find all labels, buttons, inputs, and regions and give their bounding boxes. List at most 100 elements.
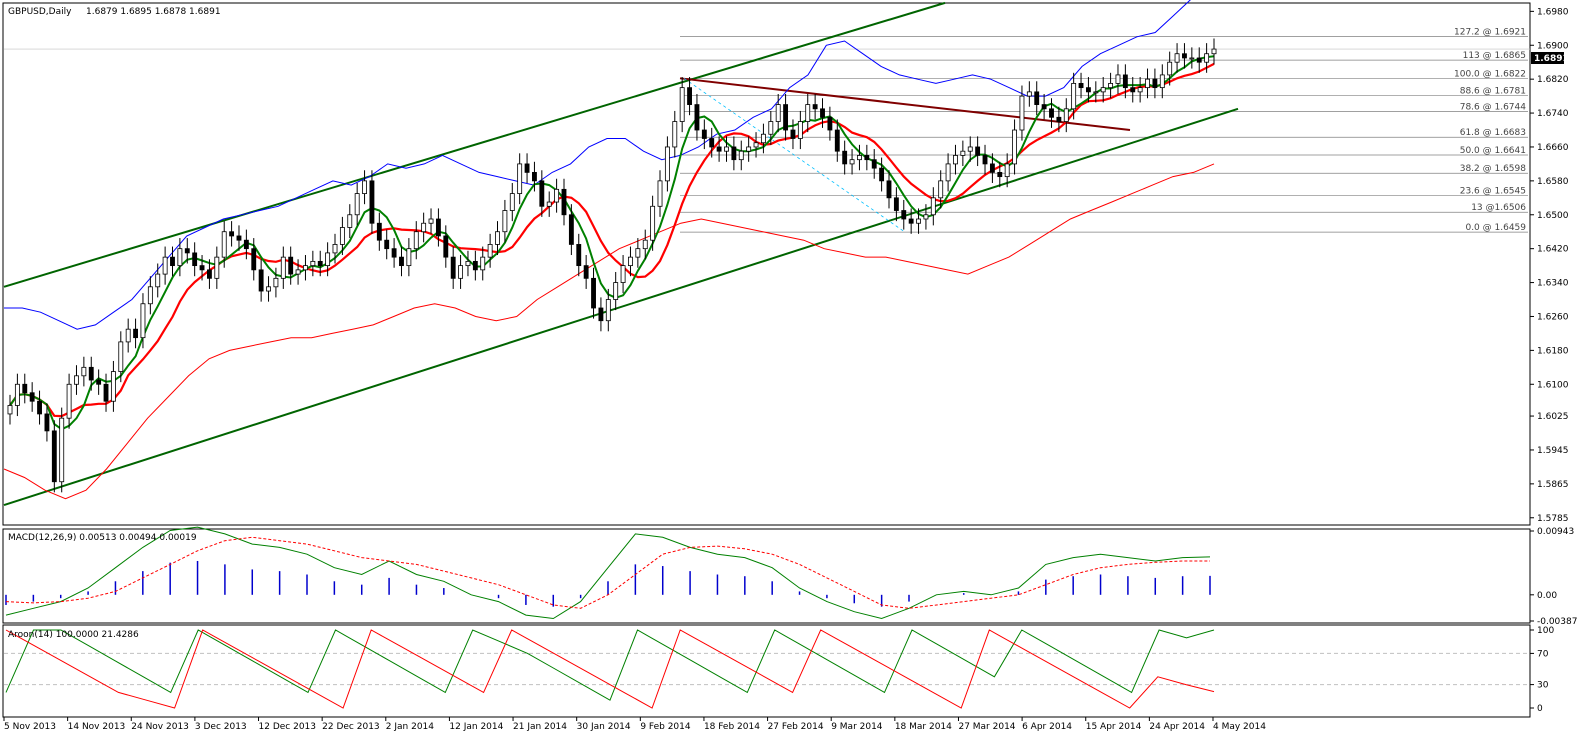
candle-body: [376, 222, 382, 241]
current-price-tag: [1531, 52, 1564, 64]
candle-body: [354, 193, 360, 216]
candle-body: [738, 150, 744, 161]
aroon-title: Aroon(14) 100.0000 21.4286: [8, 630, 139, 640]
time-tick-label: 18 Feb 2014: [704, 722, 760, 732]
candle-body: [1145, 78, 1150, 89]
time-tick-label: 27 Mar 2014: [958, 722, 1015, 732]
candle-body: [509, 193, 515, 211]
candle-body: [273, 277, 279, 288]
candle-body: [1211, 48, 1217, 55]
candle-body: [539, 180, 545, 207]
ohlc-readout: 1.6879 1.6895 1.6878 1.6891: [86, 7, 221, 17]
candle-body: [1004, 163, 1010, 178]
candle-body: [598, 307, 604, 322]
candle-body: [214, 256, 220, 279]
fib-anchor-line: [683, 77, 906, 233]
fib-label: 23.6 @ 1.6545: [1460, 187, 1526, 197]
candle-body: [236, 235, 242, 241]
candle-body: [583, 265, 589, 279]
fib-label: 61.8 @ 1.6683: [1460, 128, 1526, 138]
time-tick-label: 9 Feb 2014: [640, 722, 691, 732]
time-tick-label: 21 Jan 2014: [513, 722, 567, 732]
candle-body: [325, 252, 331, 267]
candle-body: [517, 163, 523, 194]
candle-body: [790, 129, 796, 139]
candle-body: [413, 231, 419, 250]
macd-tick-label: -0.00387: [1537, 617, 1577, 627]
candle-body: [657, 180, 663, 207]
candle-body: [502, 210, 508, 233]
candle-body: [1108, 82, 1114, 89]
candle-body: [857, 155, 862, 161]
current-price-label: 1.6891: [1534, 54, 1569, 64]
candle-body: [229, 231, 235, 237]
candle-body: [546, 201, 552, 207]
candle-body: [908, 218, 914, 224]
candle-body: [472, 260, 478, 271]
candle-body: [1034, 91, 1040, 105]
candle-body: [1056, 116, 1062, 122]
candle-body: [967, 146, 973, 152]
candle-body: [1078, 82, 1084, 89]
candle-body: [125, 328, 131, 343]
candle-body: [177, 248, 183, 267]
price-tick-label: 1.6580: [1537, 177, 1569, 187]
candle-body: [1152, 78, 1158, 89]
candle-body: [664, 146, 670, 182]
candle-body: [834, 129, 840, 152]
candle-body: [871, 159, 877, 169]
candle-body: [849, 159, 855, 165]
time-tick-label: 6 Apr 2014: [1022, 722, 1072, 732]
down-trend-line: [679, 77, 1131, 132]
time-tick-label: 4 May 2014: [1213, 722, 1266, 732]
candle-body: [29, 392, 35, 402]
candle-body: [44, 413, 50, 432]
candle-body: [760, 133, 766, 144]
candle-body: [37, 400, 42, 415]
candle-body: [133, 328, 139, 339]
chart-title: GBPUSD,Daily: [8, 7, 72, 17]
time-tick-label: 27 Feb 2014: [768, 722, 824, 732]
candle-body: [317, 260, 323, 267]
fib-label: 13 @1.6506: [1471, 203, 1526, 213]
candle-body: [428, 218, 434, 224]
candle-body: [288, 256, 294, 275]
price-tick-label: 1.6740: [1537, 109, 1569, 119]
candle-body: [435, 218, 441, 237]
candle-body: [399, 256, 404, 267]
candle-body: [716, 146, 722, 152]
time-tick-label: 24 Apr 2014: [1149, 722, 1205, 732]
time-tick-label: 12 Dec 2013: [259, 722, 317, 732]
price-tick-label: 1.5785: [1537, 514, 1569, 524]
aroon-tick-label: 0: [1537, 704, 1543, 714]
candle-body: [679, 87, 685, 122]
candle-body: [140, 303, 146, 339]
candle-body: [628, 256, 633, 267]
price-tick-label: 1.6900: [1537, 41, 1569, 51]
candle-body: [303, 265, 308, 271]
macd-panel: [2, 528, 1531, 624]
candle-body: [1130, 87, 1136, 93]
candle-body: [103, 383, 109, 402]
candle-body: [251, 248, 257, 271]
candle-body: [1189, 57, 1195, 60]
candle-body: [1026, 91, 1032, 97]
candle-body: [1204, 53, 1210, 63]
fib-label: 38.2 @ 1.6598: [1460, 164, 1527, 174]
fib-label: 78.6 @ 1.6744: [1460, 102, 1527, 112]
candle-body: [199, 265, 205, 271]
candle-body: [930, 197, 936, 216]
candle-body: [591, 277, 596, 309]
candle-body: [886, 180, 892, 199]
candle-body: [170, 256, 175, 267]
candle-body: [155, 273, 161, 288]
candle-body: [391, 248, 397, 258]
candle-body: [369, 180, 375, 224]
candle-body: [960, 150, 966, 156]
candle-body: [406, 248, 412, 267]
candle-body: [147, 286, 153, 305]
candle-body: [805, 104, 811, 122]
fib-label: 88.6 @ 1.6781: [1460, 87, 1526, 97]
candle-body: [384, 239, 390, 250]
